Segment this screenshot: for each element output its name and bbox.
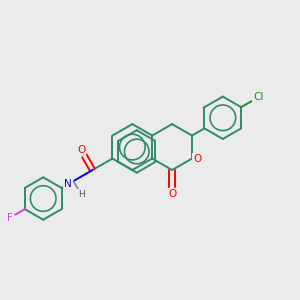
Text: N: N (64, 179, 72, 189)
Text: H: H (78, 190, 85, 199)
Text: F: F (7, 213, 13, 223)
Text: O: O (168, 189, 176, 199)
Text: Cl: Cl (253, 92, 263, 102)
Text: O: O (193, 154, 201, 164)
Text: O: O (77, 146, 85, 155)
